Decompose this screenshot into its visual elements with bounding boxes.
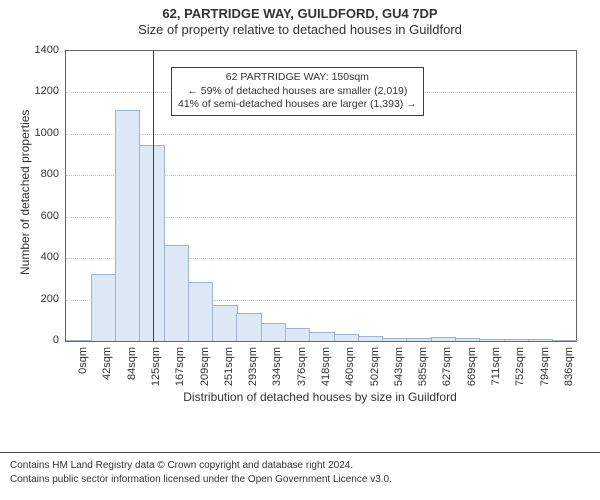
annotation-line: 41% of semi-detached houses are larger (…: [178, 98, 417, 112]
histogram-bar: [406, 338, 431, 341]
histogram-bar: [479, 339, 504, 341]
x-tick-label: 251sqm: [223, 347, 235, 387]
x-tick-label: 0sqm: [77, 347, 89, 387]
histogram-bar: [528, 339, 553, 341]
footer: Contains HM Land Registry data © Crown c…: [0, 452, 600, 500]
histogram-bar: [236, 313, 261, 341]
y-tick-label: 200: [23, 293, 59, 305]
footer-line-1: Contains HM Land Registry data © Crown c…: [10, 459, 590, 473]
histogram-bar: [261, 323, 286, 341]
histogram-bar: [285, 328, 310, 341]
histogram-bar: [212, 305, 237, 341]
x-tick-label: 418sqm: [320, 347, 332, 387]
page-title-subtitle: Size of property relative to detached ho…: [0, 21, 600, 37]
x-tick-label: 460sqm: [344, 347, 356, 387]
histogram-bar: [552, 340, 577, 341]
histogram-bar: [188, 282, 213, 341]
x-tick-label: 84sqm: [126, 347, 138, 387]
x-tick-label: 376sqm: [296, 347, 308, 387]
y-tick-label: 0: [23, 334, 59, 346]
x-tick-label: 167sqm: [174, 347, 186, 387]
x-tick-label: 42sqm: [101, 347, 113, 387]
x-axis-label: Distribution of detached houses by size …: [65, 390, 575, 404]
page-title-address: 62, PARTRIDGE WAY, GUILDFORD, GU4 7DP: [0, 0, 600, 21]
annotation-box: 62 PARTRIDGE WAY: 150sqm← 59% of detache…: [171, 67, 424, 116]
histogram-bar: [115, 110, 140, 341]
x-tick-label: 669sqm: [466, 347, 478, 387]
chart-container: Number of detached properties 62 PARTRID…: [0, 40, 600, 440]
y-tick-label: 1200: [23, 85, 59, 97]
histogram-bar: [358, 336, 383, 341]
annotation-line: 62 PARTRIDGE WAY: 150sqm: [178, 71, 417, 85]
x-tick-label: 209sqm: [199, 347, 211, 387]
histogram-bar: [455, 338, 480, 341]
annotation-line: ← 59% of detached houses are smaller (2,…: [178, 85, 417, 99]
histogram-bar: [66, 340, 91, 341]
y-tick-label: 600: [23, 210, 59, 222]
x-tick-label: 836sqm: [563, 347, 575, 387]
x-tick-label: 627sqm: [441, 347, 453, 387]
page-root: 62, PARTRIDGE WAY, GUILDFORD, GU4 7DP Si…: [0, 0, 600, 500]
x-tick-label: 794sqm: [539, 347, 551, 387]
y-tick-label: 1400: [23, 44, 59, 56]
footer-line-2: Contains public sector information licen…: [10, 473, 590, 487]
x-tick-label: 502sqm: [369, 347, 381, 387]
x-tick-label: 711sqm: [490, 347, 502, 387]
x-tick-label: 293sqm: [247, 347, 259, 387]
histogram-bar: [164, 245, 189, 341]
histogram-bar: [139, 145, 164, 341]
x-tick-label: 334sqm: [271, 347, 283, 387]
y-tick-label: 1000: [23, 127, 59, 139]
x-tick-label: 585sqm: [417, 347, 429, 387]
x-tick-label: 752sqm: [514, 347, 526, 387]
histogram-bar: [334, 334, 359, 341]
histogram-bar: [91, 274, 116, 341]
x-tick-label: 125sqm: [150, 347, 162, 387]
plot-area: 62 PARTRIDGE WAY: 150sqm← 59% of detache…: [65, 50, 577, 342]
property-marker-line: [153, 51, 154, 341]
histogram-bar: [309, 332, 334, 341]
x-tick-label: 543sqm: [393, 347, 405, 387]
y-tick-label: 800: [23, 168, 59, 180]
histogram-bar: [382, 338, 407, 341]
histogram-bar: [504, 339, 529, 341]
y-tick-label: 400: [23, 251, 59, 263]
histogram-bar: [431, 337, 456, 341]
gridline: [66, 134, 576, 135]
